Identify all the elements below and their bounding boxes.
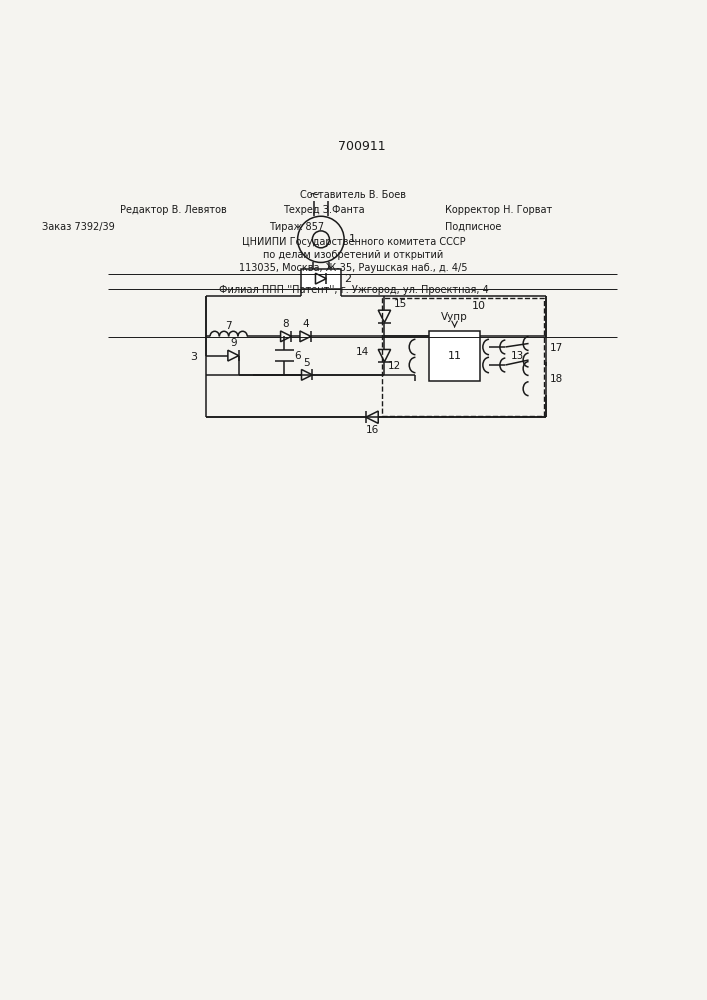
Text: Филиал ППП ''Патент'', г. Ужгород, ул. Проектная, 4: Филиал ППП ''Патент'', г. Ужгород, ул. П…: [218, 285, 489, 295]
Text: 8: 8: [283, 319, 289, 329]
Text: Составитель В. Боев: Составитель В. Боев: [300, 190, 407, 200]
Text: 10: 10: [472, 301, 486, 311]
Text: 9: 9: [230, 338, 237, 348]
Text: 113035, Москва, Ж-35, Раушская наб., д. 4/5: 113035, Москва, Ж-35, Раушская наб., д. …: [239, 263, 468, 273]
Text: 11: 11: [448, 351, 462, 361]
Text: 6: 6: [294, 351, 301, 361]
Bar: [382, 298, 544, 416]
Bar: [429, 331, 480, 381]
Text: ЦНИИПИ Государственного комитета СССР: ЦНИИПИ Государственного комитета СССР: [242, 237, 465, 247]
Text: 18: 18: [549, 374, 563, 384]
Text: 15: 15: [394, 299, 407, 309]
Text: 1: 1: [349, 234, 356, 244]
Text: Корректор Н. Горват: Корректор Н. Горват: [445, 205, 553, 215]
Text: ~: ~: [308, 188, 320, 202]
Text: 13: 13: [510, 351, 524, 361]
Text: 12: 12: [388, 361, 402, 371]
Text: 16: 16: [366, 425, 379, 435]
Text: 700911: 700911: [338, 140, 386, 153]
Text: 3: 3: [190, 352, 197, 362]
Text: Редактор В. Левятов: Редактор В. Левятов: [120, 205, 227, 215]
Text: Заказ 7392/39: Заказ 7392/39: [42, 222, 115, 232]
Text: Тираж 857: Тираж 857: [269, 222, 324, 232]
Text: Подписное: Подписное: [445, 222, 502, 232]
Text: 4: 4: [302, 319, 309, 329]
Text: Техред З.Фанта: Техред З.Фанта: [283, 205, 364, 215]
Text: по делам изобретений и открытий: по делам изобретений и открытий: [264, 250, 443, 260]
Bar: [300, 269, 341, 289]
Text: 17: 17: [549, 343, 563, 353]
Text: Vупр: Vупр: [441, 312, 468, 322]
Text: 2: 2: [344, 274, 351, 284]
Text: 14: 14: [356, 347, 369, 357]
Text: 7: 7: [226, 321, 232, 331]
Text: 5: 5: [303, 358, 310, 368]
